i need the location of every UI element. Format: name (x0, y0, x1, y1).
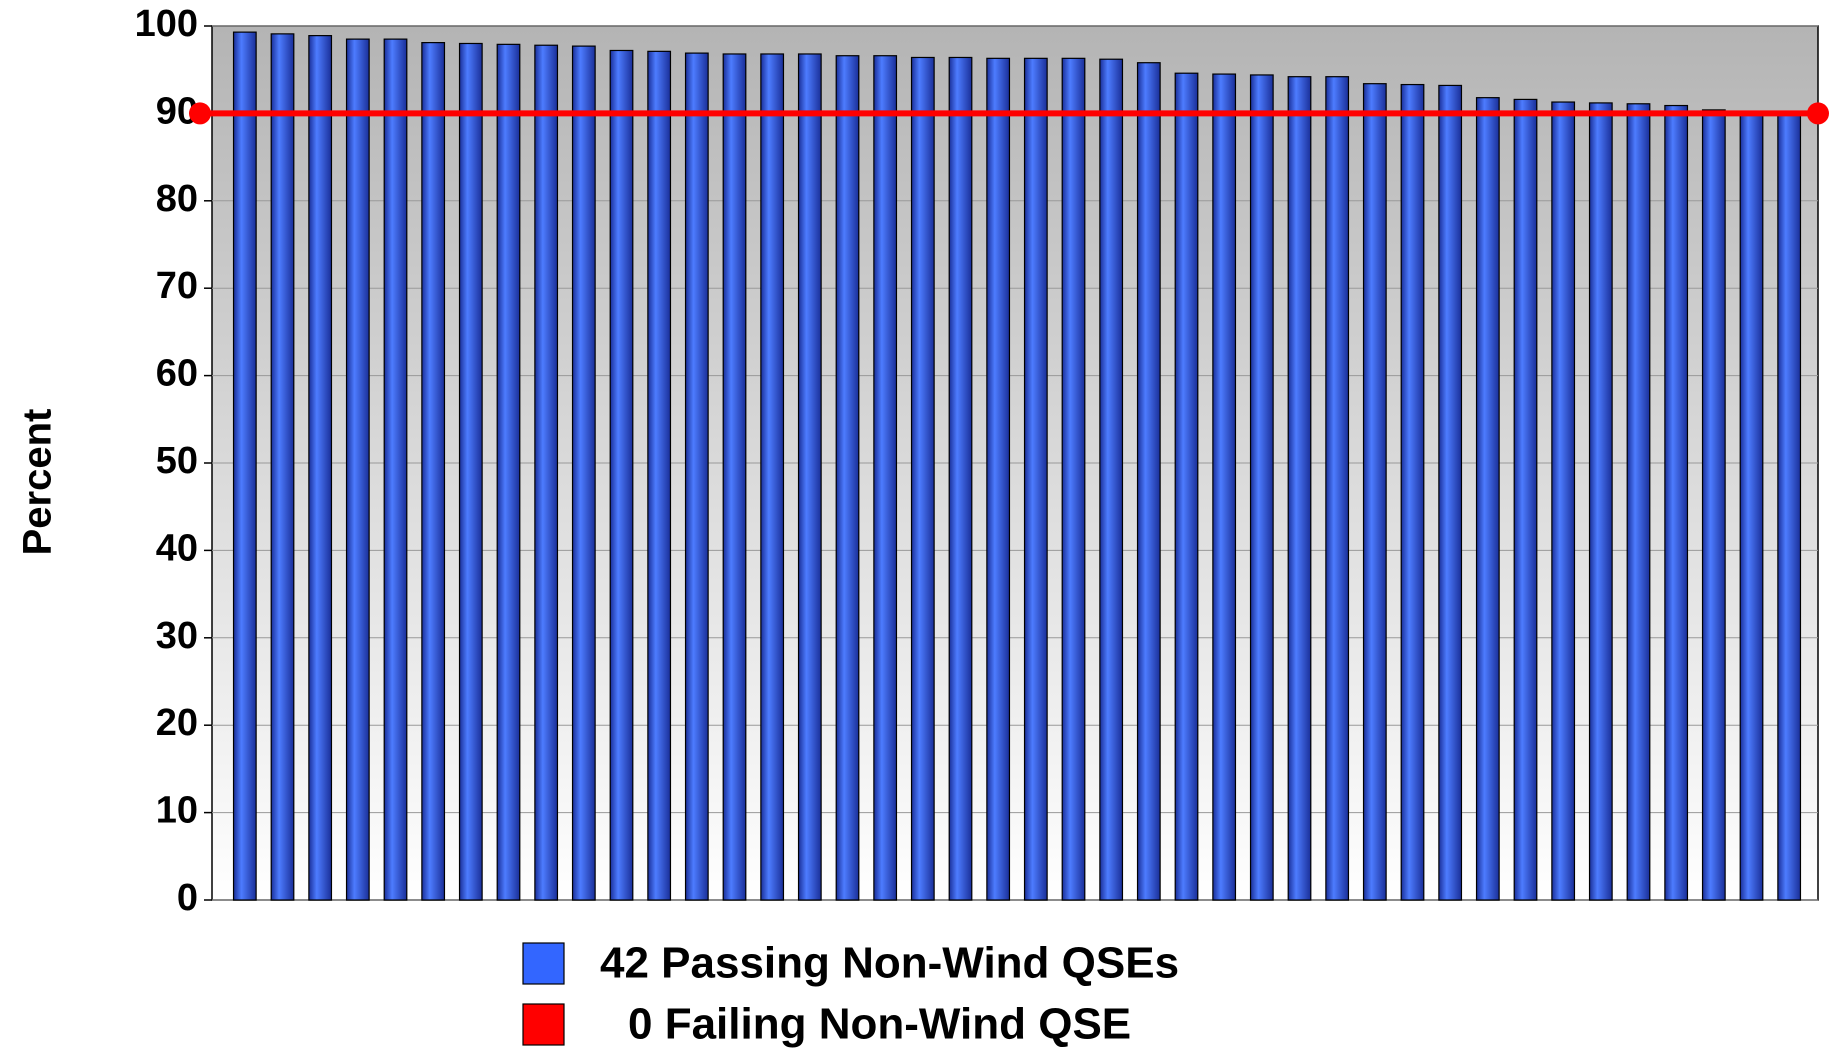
bar (1362, 83, 1387, 901)
bar (1061, 57, 1086, 901)
y-tick-label: 70 (156, 265, 198, 307)
bar (1475, 97, 1500, 901)
bar (458, 42, 483, 901)
legend-swatch (522, 1003, 565, 1046)
bar (534, 44, 559, 901)
bar (345, 38, 370, 901)
bar (1777, 111, 1802, 901)
bar (609, 49, 634, 901)
bar (835, 55, 860, 901)
threshold-marker (1807, 102, 1829, 125)
bar (1099, 58, 1124, 901)
y-tick-label: 0 (177, 877, 198, 919)
bar (797, 53, 822, 901)
y-tick-label: 10 (156, 790, 198, 832)
bar (722, 53, 747, 901)
legend-swatch (522, 942, 565, 985)
bar (948, 56, 973, 901)
legend-label: 42 Passing Non-Wind QSEs (600, 939, 1179, 988)
bar (684, 52, 709, 901)
bar (1023, 57, 1048, 901)
bar (1136, 62, 1161, 901)
bar (421, 42, 446, 901)
bar (910, 56, 935, 901)
bar (647, 50, 672, 901)
bar (1513, 98, 1538, 901)
bar (571, 45, 596, 901)
y-tick-label: 50 (156, 440, 198, 482)
bar (1739, 111, 1764, 901)
y-tick-label: 20 (156, 702, 198, 744)
bar (383, 38, 408, 901)
bar (1287, 76, 1312, 901)
bar (1626, 103, 1651, 901)
bar (986, 57, 1011, 901)
bar (1551, 101, 1576, 901)
bar (1325, 76, 1350, 901)
y-tick-label: 80 (156, 178, 198, 220)
bar (873, 55, 898, 901)
bar (308, 35, 333, 901)
bar (232, 31, 257, 901)
bar (1174, 72, 1199, 901)
bar (1400, 83, 1425, 901)
bar (1588, 102, 1613, 901)
threshold-marker (189, 102, 211, 125)
legend-label: 0 Failing Non-Wind QSE (628, 1000, 1131, 1049)
y-tick-label: 100 (135, 3, 198, 45)
bar (1249, 74, 1274, 901)
y-tick-label: 60 (156, 353, 198, 395)
bar (1438, 84, 1463, 901)
bar (1664, 104, 1689, 901)
bar (760, 53, 785, 901)
y-axis-label: Percent (16, 409, 60, 556)
bar (496, 43, 521, 901)
y-tick-label: 30 (156, 615, 198, 657)
bar (1212, 73, 1237, 901)
y-tick-label: 40 (156, 527, 198, 569)
bar (270, 33, 295, 901)
bar (1701, 109, 1726, 901)
